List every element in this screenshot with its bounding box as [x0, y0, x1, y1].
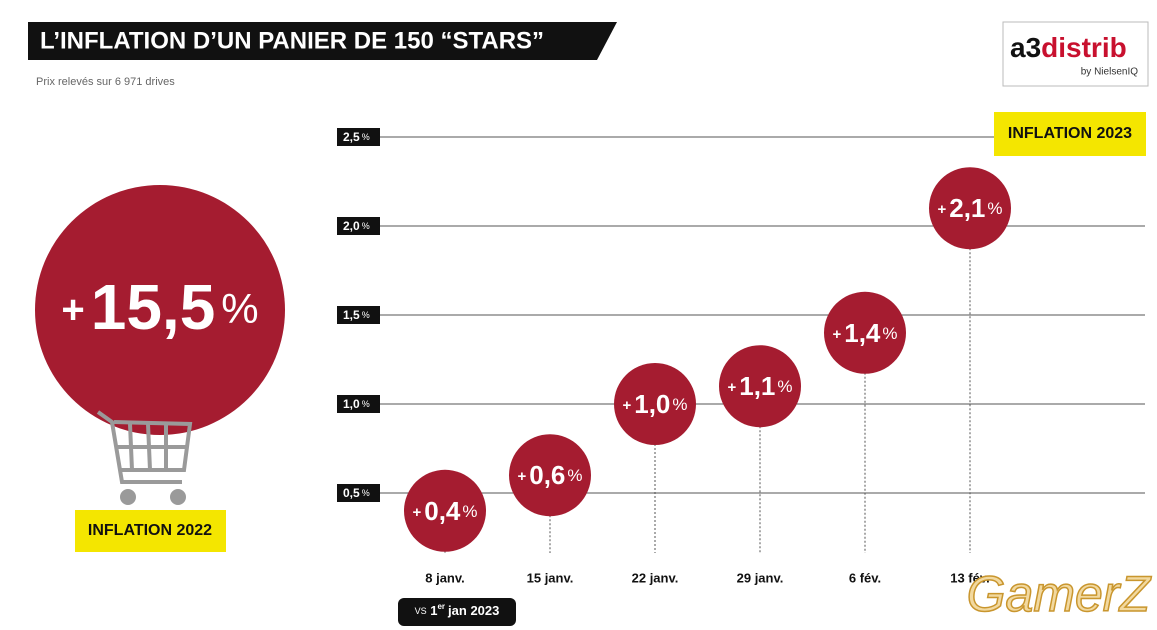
- y-tick-label: 1,0%: [343, 397, 370, 411]
- subtitle: Prix relevés sur 6 971 drives: [36, 76, 175, 88]
- y-tick-label: 1,5%: [343, 308, 370, 322]
- value-2022-text: 15,5: [91, 271, 216, 343]
- bubble: [929, 167, 1011, 250]
- y-tick-unit: %: [362, 310, 370, 320]
- logo-main: a3: [1010, 32, 1041, 63]
- x-tick-label: 13 fév.: [950, 570, 990, 585]
- logo-box: [1002, 21, 1149, 87]
- y-tick-box: [337, 128, 380, 146]
- note-rest: jan 2023: [447, 603, 499, 618]
- title-banner: [28, 22, 617, 60]
- bubble-2022: [35, 185, 285, 435]
- value-2022-sign: +: [61, 288, 84, 332]
- y-tick-box: [337, 217, 380, 235]
- value-sign: +: [412, 504, 421, 521]
- x-tick-label: 15 janv.: [527, 570, 574, 585]
- value-2022-unit: %: [221, 285, 258, 332]
- bubble: [614, 363, 696, 445]
- y-tick-box: [337, 395, 380, 413]
- x-tick-label: 22 janv.: [632, 570, 679, 585]
- value-text: 1,1: [739, 371, 775, 401]
- logo: a3distrib: [1010, 32, 1127, 63]
- label-2022: INFLATION 2022: [88, 522, 212, 539]
- value-sign: +: [937, 201, 946, 218]
- value-text: 1,4: [844, 318, 881, 348]
- value-sign: +: [517, 468, 526, 485]
- bubble: [509, 434, 591, 517]
- y-tick-unit: %: [362, 221, 370, 231]
- value-sign: +: [727, 379, 736, 396]
- y-tick-value: 1,0: [343, 397, 360, 411]
- y-tick-box: [337, 484, 380, 502]
- value-label: +1,1%: [727, 371, 792, 401]
- value-label: +2,1%: [937, 193, 1002, 223]
- note-day: 1: [430, 603, 437, 618]
- title: L’INFLATION D’UN PANIER DE 150 “STARS”: [40, 27, 544, 54]
- cart-icon: [96, 410, 193, 505]
- logo-by: by NielsenIQ: [1081, 67, 1138, 78]
- bubble: [404, 469, 486, 552]
- y-tick-unit: %: [362, 399, 370, 409]
- value-label: +1,0%: [622, 389, 687, 419]
- value-text: 1,0: [634, 389, 670, 419]
- y-tick-unit: %: [362, 488, 370, 498]
- value-unit: %: [777, 378, 792, 397]
- note-prefix: VS: [415, 606, 427, 616]
- x-tick-label: 8 janv.: [425, 570, 465, 585]
- y-tick-label: 0,5%: [343, 486, 370, 500]
- y-tick-label: 2,5%: [343, 130, 370, 144]
- value-label: +1,4%: [832, 318, 897, 348]
- watermark: GamerZ: [967, 566, 1152, 622]
- value-sign: +: [832, 326, 841, 343]
- bubble: [719, 345, 801, 428]
- label-2023: INFLATION 2023: [1008, 125, 1132, 142]
- x-tick-label: 6 fév.: [849, 570, 881, 585]
- value-unit: %: [672, 395, 687, 414]
- bubble: [824, 291, 906, 374]
- y-tick-value: 1,5: [343, 308, 360, 322]
- y-tick-value: 2,0: [343, 219, 360, 233]
- value-unit: %: [882, 324, 897, 343]
- value-label: +0,4%: [412, 496, 477, 526]
- y-tick-unit: %: [362, 132, 370, 142]
- value-text: 0,6: [529, 460, 565, 490]
- value-text: 2,1: [949, 193, 985, 223]
- x-tick-label: 29 janv.: [737, 570, 784, 585]
- value-sign: +: [622, 397, 631, 414]
- y-tick-label: 2,0%: [343, 219, 370, 233]
- baseline-note: VS 1er jan 2023: [415, 602, 500, 618]
- baseline-note-box: [398, 598, 516, 626]
- y-tick-box: [337, 306, 380, 324]
- label-2022-box: [75, 510, 226, 552]
- value-text: 0,4: [424, 496, 461, 526]
- value-2022: +15,5%: [61, 271, 258, 343]
- note-sup: er: [437, 602, 445, 611]
- value-label: +0,6%: [517, 460, 582, 490]
- y-tick-value: 0,5: [343, 486, 360, 500]
- value-unit: %: [987, 200, 1002, 219]
- y-tick-value: 2,5: [343, 130, 360, 144]
- value-unit: %: [462, 502, 477, 521]
- label-2023-box: [994, 112, 1146, 156]
- logo-accent: distrib: [1041, 32, 1127, 63]
- value-unit: %: [567, 467, 582, 486]
